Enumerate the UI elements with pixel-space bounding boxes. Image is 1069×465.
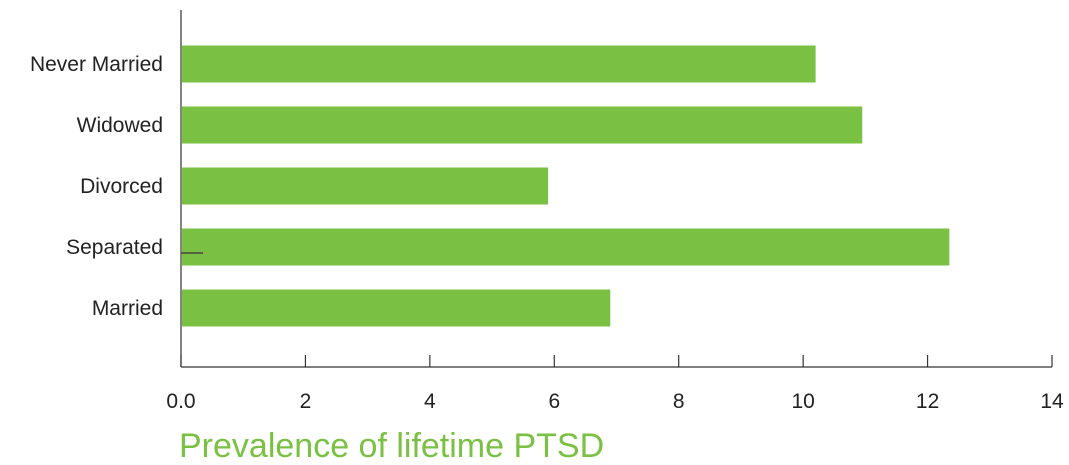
bar-divorced — [182, 167, 549, 205]
x-tick-label: 4 — [424, 390, 436, 413]
bar-never-married — [182, 45, 816, 83]
bar-separated — [182, 228, 950, 266]
axes-group — [180, 10, 1052, 368]
x-tick-label: 12 — [916, 390, 939, 413]
x-tick-label: 0.0 — [166, 390, 195, 413]
category-label: Married — [92, 297, 163, 320]
category-label: Divorced — [80, 175, 163, 198]
bar-widowed — [182, 106, 863, 144]
x-axis-title: Prevalence of lifetime PTSD — [179, 427, 604, 465]
x-ticks: 0.0 2 4 6 8 10 12 14 — [166, 355, 1064, 413]
category-labels: Never Married Widowed Divorced Separated Mar… — [30, 53, 163, 320]
x-tick-label: 2 — [300, 390, 312, 413]
x-tick-label: 10 — [791, 390, 814, 413]
category-label: Separated — [66, 236, 163, 259]
category-label: Widowed — [77, 114, 163, 137]
x-tick-label: 14 — [1040, 390, 1064, 413]
x-tick-label: 6 — [548, 390, 560, 413]
bar-married — [182, 289, 611, 327]
category-label: Never Married — [30, 53, 163, 76]
x-tick-label: 8 — [673, 390, 685, 413]
bars-group — [182, 45, 950, 327]
